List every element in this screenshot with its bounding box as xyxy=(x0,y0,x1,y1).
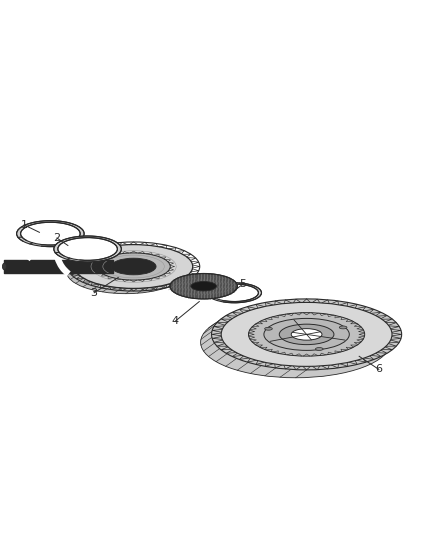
Text: 4: 4 xyxy=(172,316,179,326)
Ellipse shape xyxy=(201,307,391,378)
Ellipse shape xyxy=(170,273,237,299)
Ellipse shape xyxy=(279,324,334,345)
Ellipse shape xyxy=(17,221,84,247)
Ellipse shape xyxy=(21,222,80,245)
Ellipse shape xyxy=(74,245,193,288)
Ellipse shape xyxy=(212,299,402,370)
Text: 1: 1 xyxy=(21,220,28,230)
Ellipse shape xyxy=(2,263,6,270)
Text: 5: 5 xyxy=(240,279,247,289)
Text: 2: 2 xyxy=(53,233,60,243)
Ellipse shape xyxy=(210,284,258,302)
Ellipse shape xyxy=(111,258,156,275)
Ellipse shape xyxy=(67,250,185,294)
Ellipse shape xyxy=(58,238,117,260)
Ellipse shape xyxy=(97,253,170,280)
Ellipse shape xyxy=(221,302,392,366)
Ellipse shape xyxy=(339,326,347,329)
Wedge shape xyxy=(18,242,33,261)
Wedge shape xyxy=(207,294,216,310)
Ellipse shape xyxy=(291,329,322,340)
Ellipse shape xyxy=(264,318,349,350)
Ellipse shape xyxy=(265,327,272,330)
Ellipse shape xyxy=(315,348,323,350)
Ellipse shape xyxy=(207,283,261,303)
Ellipse shape xyxy=(191,281,216,291)
Text: 3: 3 xyxy=(91,288,98,298)
Text: 6: 6 xyxy=(375,365,382,374)
Ellipse shape xyxy=(248,313,365,356)
Wedge shape xyxy=(55,257,71,277)
Ellipse shape xyxy=(54,236,121,262)
